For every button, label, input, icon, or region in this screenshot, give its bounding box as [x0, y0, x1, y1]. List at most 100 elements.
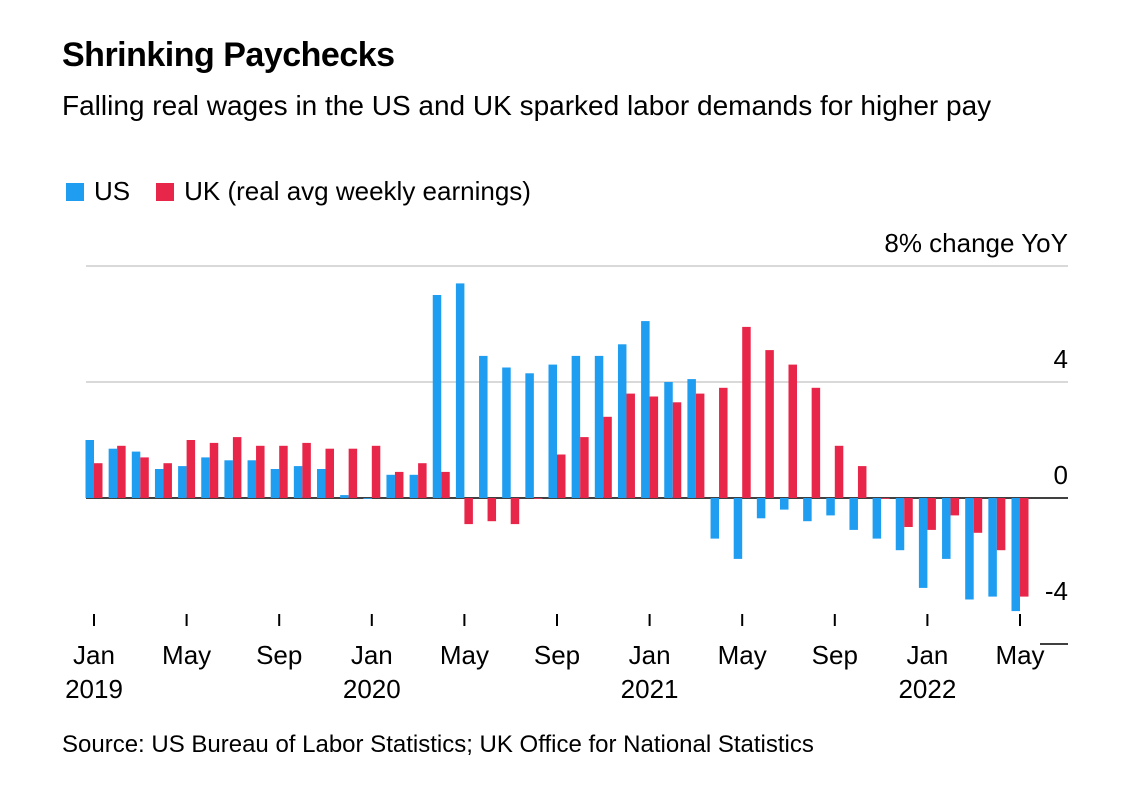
bar-us [455, 283, 465, 498]
x-tick-label: May [162, 640, 211, 670]
bar-uk [441, 471, 450, 498]
bar-uk [279, 445, 288, 498]
bar-uk [857, 466, 867, 498]
bar-us [525, 373, 534, 498]
y-tick-label: 4 [1054, 344, 1068, 374]
chart-subtitle: Falling real wages in the US and UK spar… [62, 90, 992, 121]
bar-us [780, 498, 789, 510]
y-tick-label: 0 [1054, 460, 1068, 490]
x-tick-year-label: 2021 [621, 674, 679, 704]
bar-uk [672, 402, 682, 498]
bar-us [178, 466, 187, 498]
bar-us [641, 321, 650, 498]
bar-uk [788, 364, 797, 498]
bar-us [502, 367, 511, 498]
legend-item-us: US [66, 176, 130, 207]
x-tick-label: May [718, 640, 767, 670]
y-tick-label: 8% change YoY [884, 228, 1068, 258]
bar-uk [834, 445, 844, 498]
x-tick-label: Jan [906, 640, 948, 670]
source-note: Source: US Bureau of Labor Statistics; U… [62, 731, 814, 758]
bar-us [201, 457, 210, 498]
bar-uk [163, 463, 172, 498]
bar-uk [302, 442, 311, 498]
bar-us [733, 498, 743, 559]
bar-uk [232, 437, 242, 498]
bar-uk [649, 396, 659, 498]
bar-us [988, 498, 997, 597]
bar-us [872, 498, 882, 539]
bar-uk [927, 498, 936, 530]
bar-uk [1020, 498, 1029, 597]
bar-uk [881, 498, 890, 499]
bar-us [409, 474, 419, 498]
x-tick-label: May [995, 640, 1044, 670]
bar-us [432, 295, 442, 498]
bar-us [594, 355, 604, 498]
bar-uk [557, 454, 566, 498]
bar-uk [186, 440, 196, 498]
x-tick-label: Sep [256, 640, 302, 670]
bar-uk [418, 463, 427, 498]
bar-us [247, 460, 257, 498]
bar-uk [371, 445, 381, 498]
bar-us [849, 498, 858, 530]
bar-uk [533, 498, 543, 499]
bar-uk [325, 448, 334, 498]
bar-uk [811, 387, 821, 498]
x-tick-label: Sep [812, 640, 858, 670]
bar-us [386, 474, 395, 498]
bar-uk [695, 393, 705, 498]
bar-us [293, 466, 303, 498]
x-tick-label: Sep [534, 640, 580, 670]
legend-item-uk: UK (real avg weekly earnings) [156, 176, 531, 207]
bar-us [918, 498, 928, 588]
bar-us [363, 498, 372, 499]
bar-us [224, 460, 233, 498]
x-tick-label: May [440, 640, 489, 670]
x-tick-year-label: 2022 [898, 674, 956, 704]
bar-uk [626, 393, 635, 498]
bar-uk [765, 350, 774, 498]
legend-label-us: US [94, 176, 131, 206]
bar-uk [950, 498, 960, 516]
x-tick-label: Jan [629, 640, 671, 670]
bar-uk [464, 498, 473, 525]
bar-uk [140, 457, 149, 498]
bar-uk [256, 445, 265, 498]
bar-uk [742, 326, 751, 498]
bar-us [965, 498, 974, 600]
bar-uk [209, 442, 219, 498]
bar-uk [719, 387, 728, 498]
bar-us [131, 451, 141, 498]
bar-us [548, 364, 557, 498]
bar-us [803, 498, 812, 522]
bar-us [1011, 498, 1020, 612]
x-tick-label: Jan [351, 640, 393, 670]
y-tick-label: -4 [1045, 576, 1068, 606]
x-tick-year-label: 2019 [65, 674, 123, 704]
bar-uk [580, 437, 589, 498]
bar-us [85, 440, 94, 498]
bar-us [756, 498, 766, 519]
bar-us [270, 469, 280, 498]
legend: US UK (real avg weekly earnings) [66, 176, 557, 207]
legend-swatch-us [66, 182, 84, 201]
bar-us [479, 355, 488, 498]
bar-us [826, 498, 835, 516]
bar-uk [487, 498, 497, 522]
bar-uk [996, 498, 1006, 551]
bar-us [942, 498, 951, 559]
bar-uk [973, 498, 983, 533]
bar-uk [94, 463, 103, 498]
bar-uk [117, 445, 126, 498]
bar-uk [348, 448, 358, 498]
x-tick-label: Jan [73, 640, 115, 670]
bar-us [317, 469, 326, 498]
bar-us [895, 498, 905, 551]
bar-us [154, 469, 164, 498]
bar-us [571, 355, 581, 498]
bar-us [617, 344, 627, 498]
bar-us [664, 382, 673, 498]
